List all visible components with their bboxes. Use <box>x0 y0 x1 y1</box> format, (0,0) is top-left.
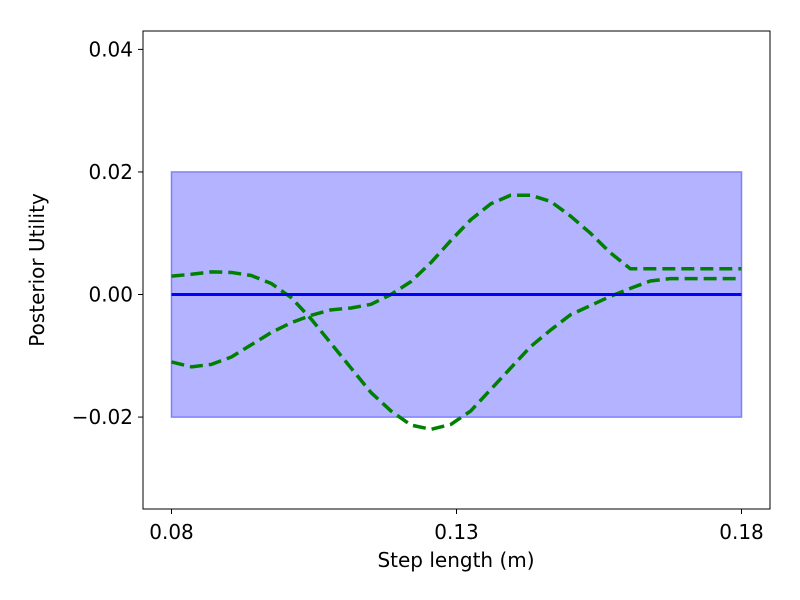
y-tick-label: 0.04 <box>88 37 133 61</box>
x-tick-label: 0.18 <box>719 520 764 544</box>
series-line-sample-2 <box>171 193 742 369</box>
x-tick-label: 0.13 <box>434 520 479 544</box>
y-axis-title: Posterior Utility <box>25 193 49 347</box>
y-tick-label: 0.00 <box>88 283 133 307</box>
x-axis-title: Step length (m) <box>377 548 534 572</box>
y-tick-label: −0.02 <box>72 405 133 429</box>
y-tick-label: 0.02 <box>88 160 133 184</box>
series-line-sample-1 <box>171 270 742 432</box>
x-tick-label: 0.08 <box>149 520 194 544</box>
